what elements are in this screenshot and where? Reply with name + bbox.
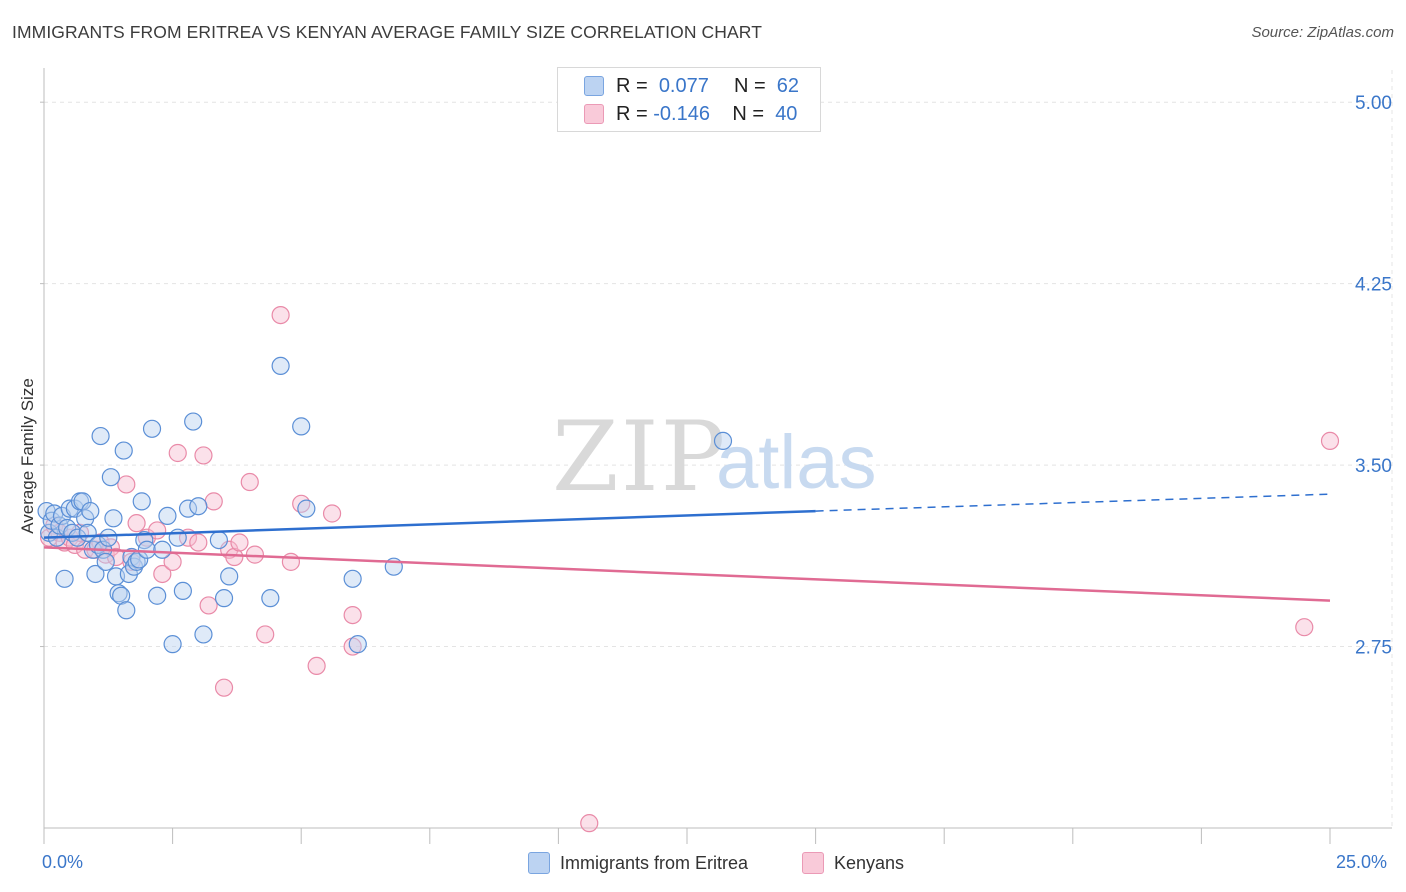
kenyans-point bbox=[271, 305, 290, 325]
kenyans-point bbox=[580, 814, 599, 833]
correlation-legend: R = 0.077 N = 62 R = -0.146 N = 40 bbox=[557, 67, 821, 132]
legend-n-value: 40 bbox=[775, 102, 798, 125]
kenyans-point bbox=[168, 443, 187, 463]
legend-n-label: N = bbox=[732, 102, 765, 125]
kenyans-point bbox=[292, 494, 311, 513]
legend-swatch-kenyans bbox=[584, 104, 604, 124]
series-legend-label: Kenyans bbox=[834, 852, 905, 873]
eritrea-point bbox=[142, 419, 162, 438]
eritrea-point bbox=[163, 635, 182, 654]
eritrea-point bbox=[109, 584, 128, 603]
series-legend-kenyans[interactable]: Kenyans bbox=[802, 852, 904, 874]
eritrea-point bbox=[81, 501, 100, 521]
kenyans-point bbox=[343, 605, 362, 625]
eritrea-trend-line bbox=[43, 509, 816, 539]
legend-r-label: R = bbox=[616, 102, 648, 125]
kenyans-point bbox=[189, 533, 208, 552]
eritrea-point bbox=[343, 569, 362, 588]
eritrea-point bbox=[214, 589, 234, 608]
eritrea-point bbox=[261, 589, 280, 608]
y-tick-labels: 2.75 3.50 4.25 5.00 bbox=[1355, 93, 1392, 658]
eritrea-point bbox=[137, 540, 156, 559]
eritrea-trend-extension bbox=[815, 493, 1331, 512]
legend-r-value: -0.146 bbox=[653, 102, 710, 125]
legend-row-eritrea: R = 0.077 N = 62 bbox=[584, 74, 799, 98]
axes bbox=[40, 68, 1392, 844]
chart-title: IMMIGRANTS FROM ERITREA VS KENYAN AVERAG… bbox=[12, 22, 763, 42]
x-tick-min: 0.0% bbox=[42, 852, 84, 872]
series-legend-eritrea[interactable]: Immigrants from Eritrea bbox=[528, 852, 748, 874]
eritrea-point bbox=[348, 635, 367, 654]
kenyans-trend-line bbox=[43, 546, 1331, 602]
x-tick-max: 25.0% bbox=[1336, 852, 1388, 872]
series-legend-label: Immigrants from Eritrea bbox=[560, 852, 749, 873]
eritrea-point bbox=[158, 506, 177, 526]
eritrea-point bbox=[297, 499, 316, 518]
legend-swatch-eritrea bbox=[584, 76, 604, 96]
eritrea-point bbox=[91, 426, 110, 446]
chart-source: Source: ZipAtlas.com bbox=[1251, 24, 1394, 41]
kenyans-point bbox=[230, 533, 249, 552]
eritrea-point bbox=[292, 417, 311, 436]
eritrea-point bbox=[55, 569, 74, 588]
eritrea-point bbox=[189, 497, 208, 516]
y-tick-label: 3.50 bbox=[1355, 456, 1392, 477]
series-legend: Immigrants from Eritrea Kenyans bbox=[0, 852, 1406, 878]
kenyans-point bbox=[127, 514, 146, 533]
kenyans-point bbox=[204, 492, 223, 511]
eritrea-point bbox=[220, 567, 239, 586]
kenyans-point bbox=[117, 475, 136, 494]
eritrea-point bbox=[173, 581, 192, 601]
y-tick-label: 4.25 bbox=[1355, 275, 1392, 296]
eritrea-point bbox=[99, 528, 118, 547]
watermark-zip: ZIP bbox=[552, 401, 727, 513]
eritrea-point bbox=[209, 530, 228, 550]
series-swatch-eritrea bbox=[528, 852, 550, 874]
eritrea-point bbox=[184, 412, 203, 431]
kenyans-point bbox=[240, 472, 259, 492]
legend-r-value: 0.077 bbox=[658, 74, 709, 97]
eritrea-point bbox=[132, 492, 151, 511]
legend-row-kenyans: R = -0.146 N = 40 bbox=[584, 102, 797, 126]
eritrea-point bbox=[148, 586, 167, 605]
trend-lines bbox=[43, 493, 1331, 602]
kenyans-point bbox=[153, 564, 172, 584]
series-kenyans bbox=[40, 305, 1340, 833]
y-tick-label: 2.75 bbox=[1355, 638, 1392, 659]
y-tick-label: 5.00 bbox=[1355, 93, 1392, 114]
kenyans-point bbox=[281, 552, 301, 571]
legend-n-label: N = bbox=[733, 74, 766, 97]
kenyans-point bbox=[322, 504, 342, 523]
eritrea-point bbox=[194, 625, 213, 644]
eritrea-point bbox=[114, 441, 133, 460]
eritrea-point bbox=[101, 468, 120, 487]
series-eritrea bbox=[37, 356, 733, 654]
legend-n-value: 62 bbox=[776, 74, 799, 97]
eritrea-point bbox=[271, 356, 290, 376]
eritrea-point bbox=[713, 431, 733, 451]
eritrea-point bbox=[153, 540, 172, 559]
kenyans-point bbox=[214, 678, 234, 697]
grid-lines bbox=[44, 70, 1393, 828]
watermark: ZIP atlas bbox=[552, 401, 877, 513]
kenyans-point bbox=[1295, 618, 1314, 637]
kenyans-point bbox=[1320, 431, 1340, 451]
watermark-atlas: atlas bbox=[716, 420, 877, 505]
kenyans-point bbox=[194, 446, 213, 465]
legend-r-label: R = bbox=[616, 74, 648, 97]
eritrea-point bbox=[96, 552, 115, 571]
kenyans-point bbox=[307, 656, 326, 676]
series-swatch-kenyans bbox=[802, 852, 824, 874]
kenyans-point bbox=[199, 596, 218, 615]
eritrea-point bbox=[117, 601, 136, 620]
eritrea-point bbox=[104, 509, 123, 528]
eritrea-point bbox=[127, 552, 146, 571]
eritrea-point bbox=[86, 564, 105, 584]
kenyans-point bbox=[256, 625, 275, 644]
